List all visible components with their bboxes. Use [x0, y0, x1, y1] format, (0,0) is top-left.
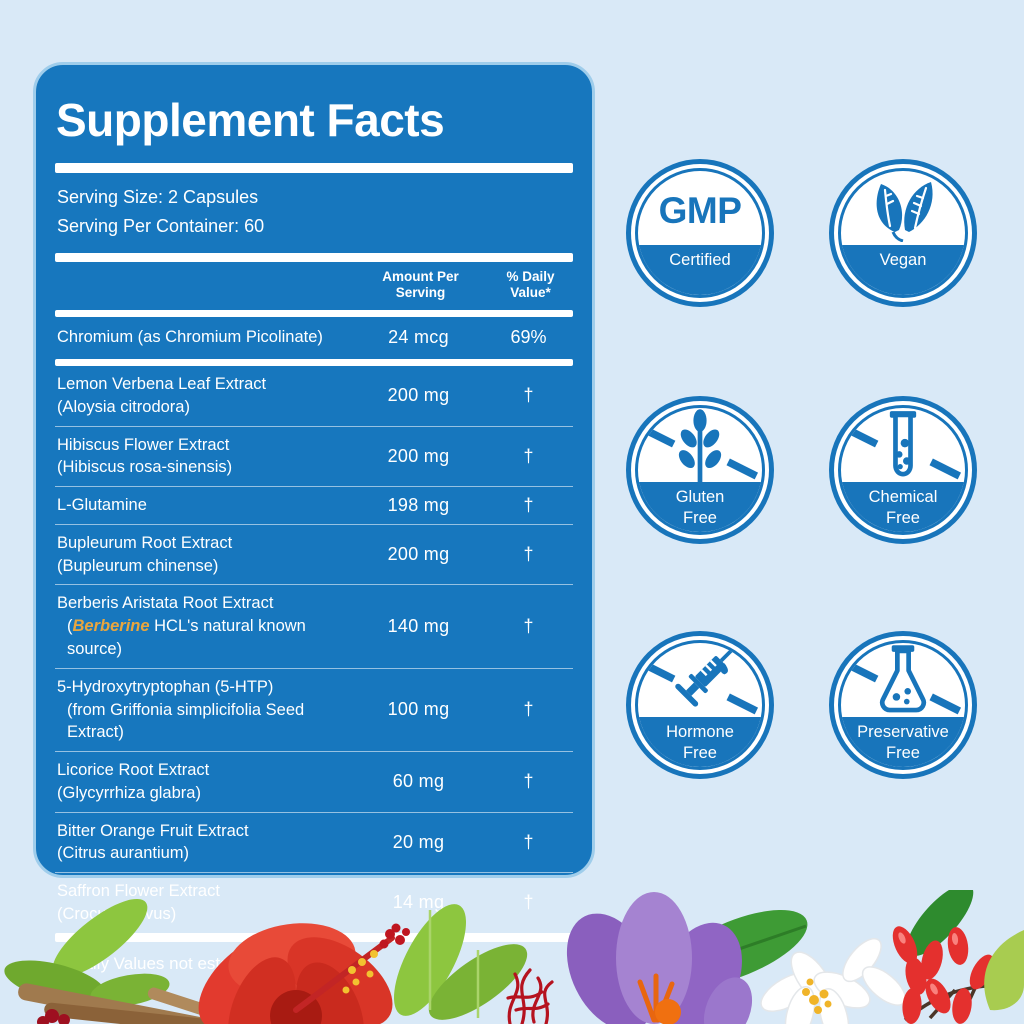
badge-vegan: Vegan: [829, 159, 977, 307]
table-row: Lemon Verbena Leaf Extract (Aloysia citr…: [55, 366, 573, 426]
leaf: [4, 960, 106, 1004]
ingredient-daily-value: †: [523, 544, 534, 565]
leaf: [984, 930, 1024, 1011]
ingredient-name: Saffron Flower Extract: [57, 882, 220, 901]
badge-label: Vegan: [841, 245, 965, 295]
panel-title: Supplement Facts: [56, 94, 445, 146]
leaf: [906, 890, 974, 957]
hibiscus-flower: [198, 923, 410, 1024]
serving-info: Serving Size: 2 Capsules Serving Per Con…: [55, 173, 573, 253]
ingredient-daily-value: †: [523, 771, 534, 792]
table-row: Chromium (as Chromium Picolinate) 24 mcg…: [55, 317, 573, 359]
ingredient-name: Bupleurum Root Extract: [57, 533, 233, 552]
table-row: Berberis Aristata Root Extract (Berberin…: [55, 584, 573, 667]
saffron-threads: [506, 968, 554, 1024]
ingredient-botanical-name: (Bupleurum chinense): [57, 556, 219, 575]
table-row: Bupleurum Root Extract (Bupleurum chinen…: [55, 523, 573, 585]
divider-bar: [55, 310, 573, 318]
badge-gmp-certified: GMP Certified: [626, 159, 774, 307]
ingredient-botanical-name: (Berberine HCL's natural known source): [67, 617, 306, 658]
serving-size: Serving Size: 2 Capsules: [57, 187, 259, 207]
ingredient-botanical-name: (from Griffonia simplicifolia Seed Extra…: [67, 700, 305, 742]
syringe-slash-icon: [643, 647, 759, 715]
stigma-tips: [379, 923, 410, 949]
divider-bar: [55, 163, 573, 173]
ingredient-amount: 200 mg: [387, 385, 450, 406]
berberine-highlight: Berberine: [72, 617, 150, 636]
column-header-daily-value: % Daily Value*: [506, 268, 555, 301]
ingredient-amount: 14 mg: [392, 892, 445, 913]
ingredient-amount: 100 mg: [387, 699, 450, 720]
botanical-strip: [4, 890, 1024, 1024]
ingredient-name: Chromium (as Chromium Picolinate): [57, 328, 323, 347]
test-tube-slash-icon: [846, 411, 962, 480]
ingredient-amount: 200 mg: [387, 445, 450, 466]
column-header-amount: Amount Per Serving: [382, 268, 459, 301]
ingredient-name: 5-Hydroxytryptophan (5-HTP): [57, 677, 274, 696]
ingredient-name: Berberis Aristata Root Extract: [57, 594, 274, 613]
ingredient-amount: 140 mg: [387, 616, 450, 637]
serving-per-container: Serving Per Container: 60: [57, 215, 265, 236]
gmp-letters: GMP: [658, 190, 742, 232]
badge-label: Gluten Free: [638, 482, 762, 532]
ingredient-name: Lemon Verbena Leaf Extract: [57, 375, 267, 394]
table-row: 5-Hydroxytryptophan (5-HTP) (from Griffo…: [55, 667, 573, 751]
ingredient-daily-value: †: [523, 385, 534, 406]
ingredient-daily-value: †: [523, 892, 534, 913]
ingredient-botanical-name: (Hibiscus rosa-sinensis): [57, 458, 233, 477]
leaf: [52, 898, 148, 978]
ingredient-daily-value: †: [523, 699, 534, 720]
ingredient-botanical-name: (Glycyrrhiza glabra): [57, 783, 201, 802]
ingredient-amount: 20 mg: [392, 831, 445, 852]
ingredient-name: Hibiscus Flower Extract: [57, 435, 230, 454]
table-row: L-Glutamine 198 mg †: [55, 486, 573, 524]
ingredient-amount: 200 mg: [387, 544, 450, 565]
ingredient-name: L-Glutamine: [57, 496, 147, 515]
badge-gluten-free: Gluten Free: [626, 396, 774, 544]
wheat-slash-icon: [643, 409, 759, 483]
ingredient-name: Licorice Root Extract: [57, 761, 210, 780]
ingredient-daily-value: †: [523, 831, 534, 852]
table-row: Bitter Orange Fruit Extract (Citrus aura…: [55, 811, 573, 873]
table-row: Hibiscus Flower Extract (Hibiscus rosa-s…: [55, 425, 573, 487]
ingredient-daily-value: †: [523, 616, 534, 637]
crocus-flower: [566, 892, 753, 1024]
badge-chemical-free: Chemical Free: [829, 396, 977, 544]
divider-bar: [55, 359, 573, 367]
badge-label: Chemical Free: [841, 482, 965, 532]
ingredient-name: Bitter Orange Fruit Extract: [57, 821, 249, 840]
pollen: [342, 950, 378, 994]
droplet-icon: [720, 663, 728, 675]
ingredient-daily-value: †: [523, 495, 534, 516]
badge-label: Hormone Free: [638, 717, 762, 767]
flask-slash-icon: [846, 645, 962, 715]
badge-preservative-free: Preservative Free: [829, 631, 977, 779]
ingredient-amount: 60 mg: [392, 771, 445, 792]
divider-bar: [55, 252, 573, 262]
supplement-facts-panel: Supplement Facts Serving Size: 2 Capsule…: [33, 62, 595, 973]
ingredient-botanical-name: (Aloysia citrodora): [57, 397, 190, 416]
berry-cluster: [37, 1009, 70, 1024]
ingredient-table: Lemon Verbena Leaf Extract (Aloysia citr…: [55, 366, 573, 933]
ingredient-amount: 198 mg: [387, 495, 450, 516]
badge-label: Preservative Free: [841, 717, 965, 767]
badge-hormone-free: Hormone Free: [626, 631, 774, 779]
leaves-icon: [876, 182, 933, 243]
ingredient-daily-value: 69%: [510, 327, 547, 348]
ingredient-amount: 24 mcg: [388, 327, 449, 348]
leaf: [90, 973, 170, 1007]
table-header-row: Amount Per Serving % Daily Value*: [55, 262, 573, 311]
table-row: Licorice Root Extract (Glycyrrhiza glabr…: [55, 751, 573, 812]
ingredient-botanical-name: (Citrus aurantium): [57, 844, 190, 863]
ingredient-daily-value: †: [523, 445, 534, 466]
badge-label: Certified: [638, 245, 762, 295]
